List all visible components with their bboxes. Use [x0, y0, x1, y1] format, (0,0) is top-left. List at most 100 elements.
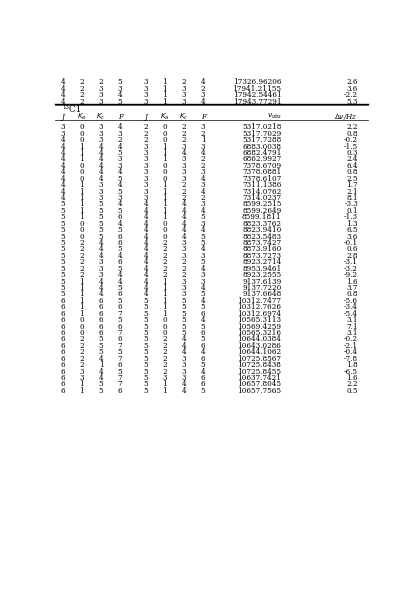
Text: 4: 4	[118, 220, 122, 227]
Text: 2: 2	[182, 271, 186, 279]
Text: 4: 4	[201, 246, 206, 253]
Text: 1: 1	[162, 303, 167, 311]
Text: 6: 6	[61, 381, 65, 388]
Text: 3: 3	[99, 97, 103, 106]
Text: 2: 2	[201, 85, 206, 93]
Text: 3: 3	[99, 188, 103, 195]
Text: 5: 5	[99, 220, 103, 227]
Text: 2: 2	[182, 78, 186, 87]
Text: F: F	[118, 113, 123, 120]
Text: 2.5: 2.5	[346, 175, 358, 183]
Text: 3.6: 3.6	[346, 85, 358, 93]
Text: 2: 2	[143, 123, 148, 131]
Text: 5: 5	[99, 200, 103, 208]
Text: 4: 4	[99, 162, 103, 170]
Text: 3: 3	[143, 97, 148, 106]
Text: 8873.7427: 8873.7427	[242, 239, 281, 247]
Text: 5: 5	[118, 368, 122, 376]
Text: 0: 0	[80, 129, 84, 138]
Text: -3.4: -3.4	[344, 303, 358, 311]
Text: 5: 5	[61, 246, 65, 253]
Text: $K_c$: $K_c$	[96, 111, 106, 122]
Text: 2: 2	[182, 129, 186, 138]
Text: 1: 1	[162, 181, 167, 189]
Text: 8.1: 8.1	[346, 194, 358, 202]
Text: 4: 4	[143, 271, 148, 279]
Text: 4: 4	[118, 200, 122, 208]
Text: 5: 5	[143, 387, 148, 395]
Text: 5: 5	[99, 342, 103, 350]
Text: 5: 5	[143, 310, 148, 318]
Text: 8823.5483: 8823.5483	[242, 232, 281, 241]
Text: 5: 5	[118, 316, 122, 324]
Text: 5: 5	[61, 213, 65, 221]
Text: 2.2: 2.2	[346, 123, 358, 131]
Text: 5: 5	[61, 239, 65, 247]
Text: 8873.7273: 8873.7273	[242, 252, 281, 260]
Text: 4: 4	[182, 232, 186, 241]
Text: 2: 2	[201, 129, 206, 138]
Text: 7314.0237: 7314.0237	[242, 194, 281, 202]
Text: 10637.7421: 10637.7421	[237, 374, 281, 382]
Text: 4: 4	[182, 226, 186, 234]
Text: 5: 5	[201, 303, 206, 311]
Text: 7: 7	[118, 355, 122, 362]
Text: 8599.1811: 8599.1811	[242, 213, 281, 221]
Text: $K_a$: $K_a$	[77, 111, 87, 122]
Text: 5: 5	[118, 97, 122, 106]
Text: 0: 0	[80, 220, 84, 227]
Text: 5: 5	[118, 175, 122, 183]
Text: 7.1: 7.1	[346, 322, 358, 330]
Text: 3: 3	[99, 136, 103, 144]
Text: 4: 4	[61, 175, 65, 183]
Text: 4: 4	[182, 342, 186, 350]
Text: 3: 3	[201, 252, 206, 260]
Text: 1: 1	[80, 188, 84, 195]
Text: 2: 2	[163, 258, 167, 266]
Text: 3: 3	[143, 155, 148, 163]
Text: 5: 5	[118, 188, 122, 195]
Text: 3: 3	[143, 194, 148, 202]
Text: 6882.4791: 6882.4791	[242, 149, 281, 157]
Text: 5: 5	[61, 271, 65, 279]
Text: 4: 4	[143, 239, 148, 247]
Text: 6: 6	[118, 387, 122, 395]
Text: 2: 2	[80, 91, 84, 99]
Text: 5: 5	[143, 361, 148, 369]
Text: 10657.8045: 10657.8045	[237, 381, 281, 388]
Text: 4: 4	[143, 213, 148, 221]
Text: 0: 0	[80, 226, 84, 234]
Text: 4: 4	[61, 149, 65, 157]
Text: 6: 6	[61, 316, 65, 324]
Text: 5: 5	[201, 239, 206, 247]
Text: 3: 3	[80, 368, 84, 376]
Text: 6: 6	[118, 303, 122, 311]
Text: 4: 4	[99, 168, 103, 176]
Text: 2.2: 2.2	[346, 381, 358, 388]
Text: 3: 3	[182, 155, 186, 163]
Text: 6: 6	[118, 290, 122, 298]
Text: 1: 1	[162, 310, 167, 318]
Text: 4: 4	[61, 155, 65, 163]
Text: $\Delta\nu$/Hz: $\Delta\nu$/Hz	[335, 112, 358, 122]
Text: 5: 5	[143, 381, 148, 388]
Text: 5: 5	[143, 329, 148, 337]
Text: 6: 6	[99, 310, 103, 318]
Text: -6.5: -6.5	[344, 368, 358, 376]
Text: 4: 4	[61, 188, 65, 195]
Text: 0: 0	[80, 162, 84, 170]
Text: 9137.7220: 9137.7220	[242, 284, 281, 292]
Text: 6: 6	[61, 297, 65, 305]
Text: 2: 2	[182, 188, 186, 195]
Text: 5: 5	[182, 322, 186, 330]
Text: 4: 4	[201, 316, 206, 324]
Text: 4: 4	[143, 226, 148, 234]
Text: 5.3: 5.3	[346, 97, 358, 106]
Text: 1: 1	[162, 85, 167, 93]
Text: 1: 1	[162, 207, 167, 215]
Text: 4: 4	[143, 220, 148, 227]
Text: 3: 3	[143, 168, 148, 176]
Text: 4: 4	[118, 91, 122, 99]
Text: 5: 5	[99, 387, 103, 395]
Text: 2: 2	[182, 258, 186, 266]
